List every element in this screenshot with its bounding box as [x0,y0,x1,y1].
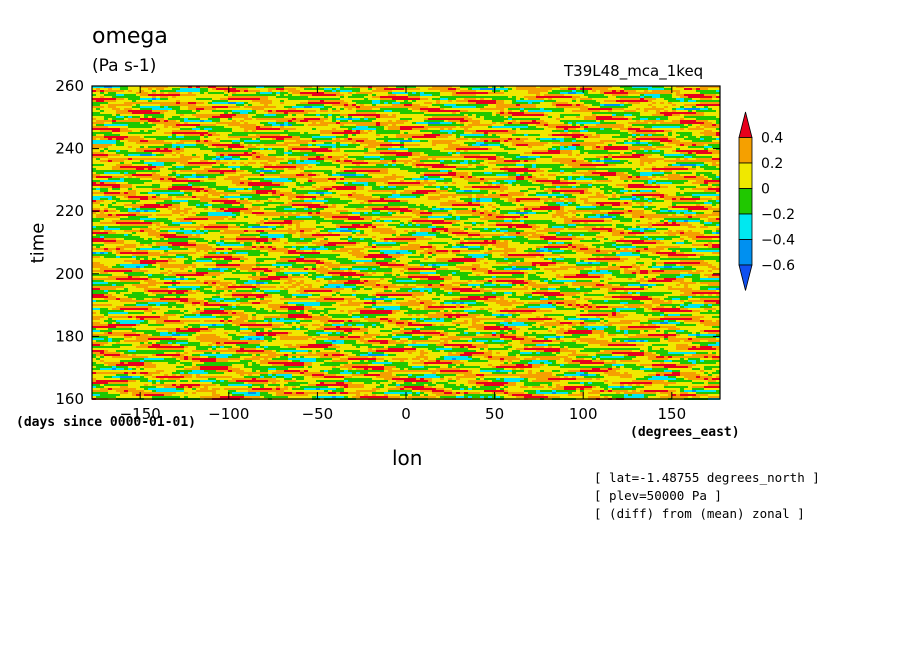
note-latitude: [ lat=-1.48755 degrees_north ] [594,469,820,487]
colorbar-top-arrow [739,112,752,138]
y-tick-label: 240 [55,140,84,158]
colorbar-segment [739,240,752,266]
y-axis-label: time [28,223,49,264]
colorbar-segment [739,138,752,164]
colorbar-segment [739,189,752,215]
note-diff: [ (diff) from (mean) zonal ] [594,505,820,523]
y-tick-label: 220 [55,202,84,220]
y-axis-units: (days since 0000-01-01) [16,415,196,430]
colorbar-label: 0 [761,182,770,198]
x-axis-units: (degrees_east) [630,425,740,440]
x-axis-label: lon [392,446,422,470]
colorbar-label: −0.2 [761,207,795,223]
x-tick-label: 0 [401,405,411,423]
y-tick-label: 160 [55,390,84,408]
colorbar: 0.4 0.2 0 −0.2 −0.4 −0.6 [739,112,795,291]
colorbar-bottom-arrow [739,265,752,291]
x-tick-label: 150 [657,405,686,423]
x-tick-label: −50 [302,405,334,423]
colorbar-label: −0.6 [761,258,795,274]
x-tick-label: 50 [485,405,504,423]
note-pressure-level: [ plev=50000 Pa ] [594,487,820,505]
y-tick-label: 260 [55,77,84,95]
metadata-notes: [ lat=-1.48755 degrees_north ] [ plev=50… [594,469,820,523]
x-tick-label: −100 [208,405,249,423]
y-tick-label: 200 [55,265,84,283]
heatmap-field [92,86,720,400]
y-tick-label: 180 [55,327,84,345]
colorbar-label: −0.4 [761,233,795,249]
colorbar-segment [739,163,752,189]
colorbar-segment [739,214,752,240]
x-tick-label: 100 [569,405,598,423]
colorbar-label: 0.2 [761,156,783,172]
colorbar-label: 0.4 [761,131,783,147]
